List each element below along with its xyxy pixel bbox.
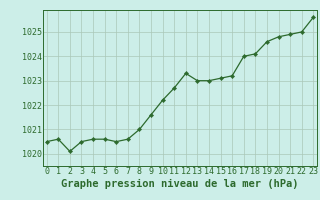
X-axis label: Graphe pression niveau de la mer (hPa): Graphe pression niveau de la mer (hPa) <box>61 179 299 189</box>
